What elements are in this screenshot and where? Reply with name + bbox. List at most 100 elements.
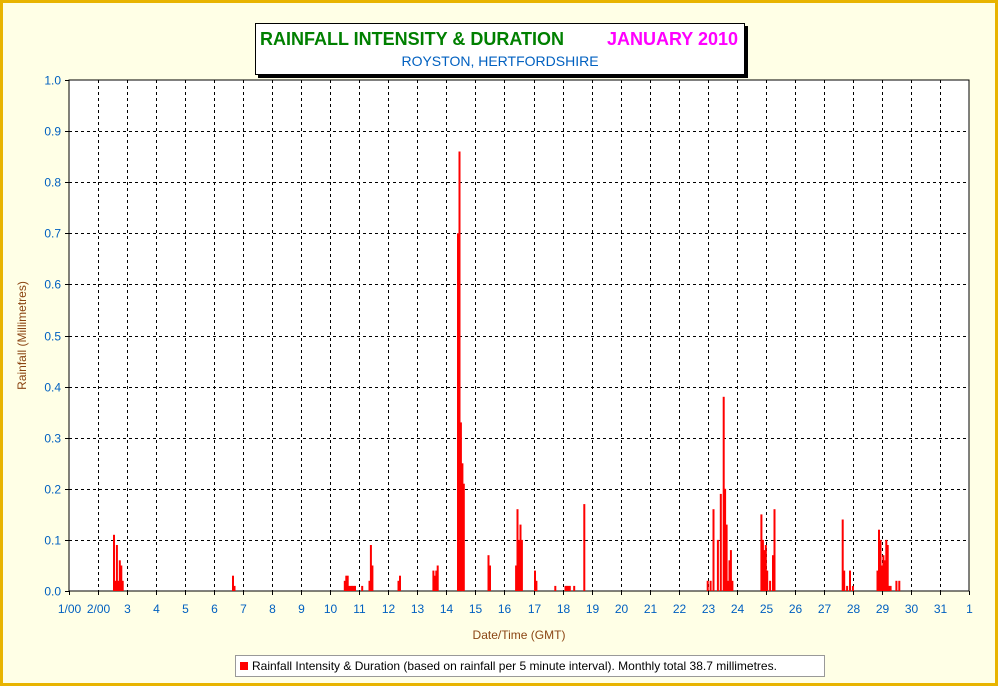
rainfall-bar <box>709 580 712 591</box>
x-tick-label: 21 <box>644 602 658 616</box>
rainfall-bar <box>121 580 124 591</box>
chart-title: RAINFALL INTENSITY & DURATION <box>260 29 565 49</box>
rainfall-bar <box>876 570 879 591</box>
rainfall-bar <box>573 585 576 591</box>
rainfall-bar <box>117 580 120 591</box>
rainfall-bar <box>583 504 586 591</box>
rainfall-bar <box>459 422 462 591</box>
x-tick-label: 31 <box>934 602 948 616</box>
x-tick-label: 12 <box>382 602 396 616</box>
x-tick-label: 7 <box>240 602 247 616</box>
x-tick-label: 30 <box>905 602 919 616</box>
rainfall-bar <box>731 580 734 591</box>
x-tick-label: 14 <box>440 602 454 616</box>
rainfall-bar <box>760 514 763 591</box>
rainfall-bar <box>898 580 901 591</box>
rainfall-bar <box>457 233 459 592</box>
rainfall-bar <box>354 585 356 591</box>
rainfall-bar <box>722 396 725 591</box>
rainfall-bar <box>345 575 348 591</box>
x-tick-label: 22 <box>673 602 687 616</box>
x-tick-label: 2/00 <box>87 602 111 616</box>
rainfall-bar <box>349 585 352 591</box>
rainfall-bar <box>843 570 846 591</box>
y-tick-label: 0.3 <box>44 432 61 446</box>
rainfall-bar <box>519 524 522 591</box>
y-tick-label: 1.0 <box>44 74 61 88</box>
rainfall-bar <box>361 585 364 591</box>
x-tick-label: 10 <box>324 602 338 616</box>
y-tick-label: 0.4 <box>44 381 61 395</box>
rainfall-bar <box>565 585 568 591</box>
rainfall-bar <box>764 545 767 591</box>
rainfall-bar <box>351 585 354 591</box>
x-tick-label: 20 <box>615 602 629 616</box>
rainfall-bar <box>727 580 729 591</box>
x-tick-label: 15 <box>469 602 483 616</box>
rainfall-bar <box>729 550 732 591</box>
rainfall-bar <box>567 585 570 591</box>
rainfall-bar <box>348 585 351 591</box>
rainfall-bar <box>115 545 118 591</box>
rainfall-bar <box>769 580 772 591</box>
rainfall-bar <box>889 585 892 591</box>
rainfall-bar <box>725 524 728 591</box>
rainfall-bar <box>895 580 898 591</box>
rainfall-bar <box>846 585 849 591</box>
x-tick-label: 25 <box>760 602 774 616</box>
rainfall-bar <box>878 529 880 591</box>
chart-subtitle: ROYSTON, HERTFORDSHIRE <box>401 53 599 69</box>
rainfall-bar <box>564 585 567 591</box>
x-tick-label: 13 <box>411 602 425 616</box>
chart-title-month: JANUARY 2010 <box>606 29 738 49</box>
rainfall-bar <box>118 560 121 591</box>
y-axis-label: Rainfall (Millimetres) <box>15 281 29 390</box>
rainfall-bar <box>120 565 123 591</box>
rainfall-bar <box>766 570 769 591</box>
rainfall-bar <box>114 580 117 591</box>
x-tick-label: 23 <box>702 602 716 616</box>
x-tick-label: 28 <box>847 602 861 616</box>
rainfall-bar <box>233 585 236 591</box>
x-tick-label: 1 <box>966 602 973 616</box>
rainfall-bar <box>369 545 372 591</box>
x-axis-label: Date/Time (GMT) <box>473 628 566 642</box>
x-tick-label: 1/00 <box>58 602 82 616</box>
rainfall-bar <box>883 560 886 591</box>
rainfall-bar <box>728 560 731 591</box>
x-tick-label: 24 <box>731 602 745 616</box>
rainfall-bar <box>535 580 538 591</box>
x-tick-label: 9 <box>298 602 305 616</box>
rainfall-bar <box>761 539 764 591</box>
x-tick-label: 6 <box>211 602 218 616</box>
plot-area <box>68 79 970 592</box>
rainfall-bar <box>487 555 490 591</box>
x-tick-label: 8 <box>269 602 276 616</box>
y-tick-label: 0.6 <box>44 278 61 292</box>
x-tick-label: 19 <box>586 602 600 616</box>
rainfall-bar <box>879 539 882 591</box>
title-box: RAINFALL INTENSITY & DURATION JANUARY 20… <box>255 23 745 75</box>
rainfall-bar <box>773 509 776 591</box>
rainfall-bar <box>534 570 536 591</box>
x-tick-label: 16 <box>498 602 512 616</box>
x-tick-label: 27 <box>818 602 832 616</box>
rainfall-bar <box>432 570 435 591</box>
y-tick-label: 0.7 <box>44 227 61 241</box>
rainfall-bar <box>368 580 371 591</box>
y-tick-label: 0.0 <box>44 585 61 599</box>
rainfall-bar <box>568 585 571 591</box>
rainfall-bar <box>716 539 719 591</box>
x-tick-label: 11 <box>353 602 366 616</box>
rainfall-bar <box>706 580 709 591</box>
rainfall-bar <box>841 519 844 591</box>
rainfall-bar <box>851 585 854 591</box>
legend-swatch <box>240 662 248 670</box>
rainfall-bar <box>462 483 465 591</box>
rainfall-bar <box>489 565 491 591</box>
rainfall-bar <box>458 151 461 591</box>
rainfall-bar <box>399 575 401 591</box>
y-tick-label: 0.9 <box>44 125 61 139</box>
y-tick-label: 0.2 <box>44 483 61 497</box>
rainfall-bar <box>518 539 520 591</box>
